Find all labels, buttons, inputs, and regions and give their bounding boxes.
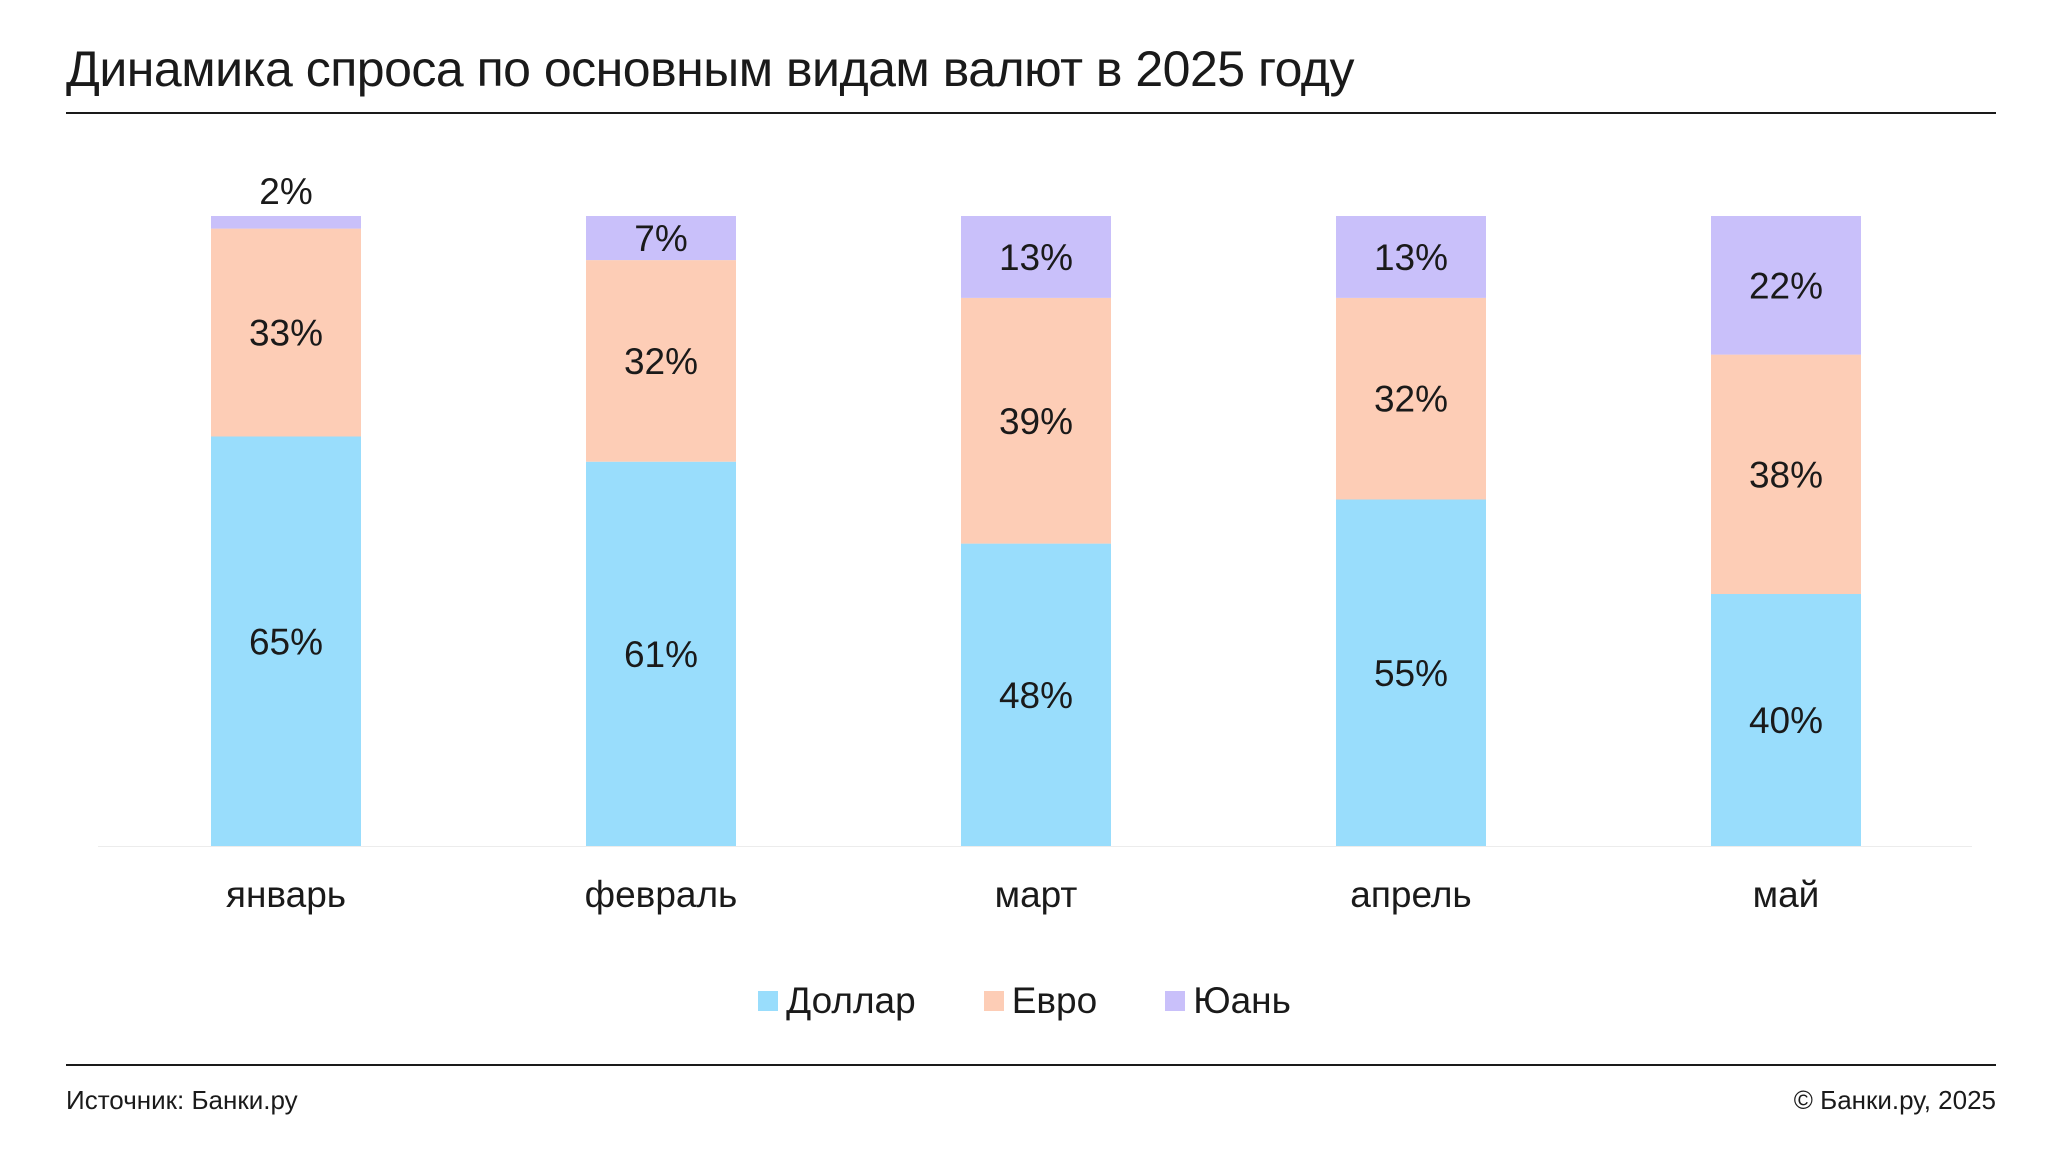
chart-legend: Доллар Евро Юань xyxy=(0,980,2049,1022)
x-tick-label-4: апрель xyxy=(1350,874,1471,915)
legend-swatch-dollar xyxy=(758,991,779,1011)
data-label-yuan-3: 13% xyxy=(999,237,1073,278)
x-tick-label-2: февраль xyxy=(585,874,738,915)
bar-dollar-4 xyxy=(1336,499,1486,846)
data-label-dollar-3: 48% xyxy=(999,675,1073,716)
copyright-note: © Банки.ру, 2025 xyxy=(1793,1085,1996,1115)
data-label-euro-1: 33% xyxy=(249,313,323,354)
data-label-dollar-4: 55% xyxy=(1374,653,1448,694)
legend-swatch-euro xyxy=(983,991,1004,1011)
legend-item-euro: Евро xyxy=(983,980,1098,1022)
bar-euro-1 xyxy=(211,228,361,437)
footer-divider xyxy=(66,1064,1996,1066)
data-label-euro-5: 38% xyxy=(1749,454,1823,495)
x-tick-label-5: май xyxy=(1753,874,1820,915)
bar-yuan-2 xyxy=(586,216,736,261)
data-label-yuan-2: 7% xyxy=(634,218,687,259)
bar-yuan-1 xyxy=(211,216,361,229)
data-label-euro-4: 32% xyxy=(1374,379,1448,420)
x-tick-label-1: январь xyxy=(226,874,346,915)
data-label-yuan-5: 22% xyxy=(1749,265,1823,306)
x-tick-label-3: март xyxy=(995,874,1078,915)
bar-yuan-4 xyxy=(1336,216,1486,298)
bar-euro-4 xyxy=(1336,297,1486,500)
bar-euro-5 xyxy=(1711,354,1861,594)
legend-item-dollar: Доллар xyxy=(758,980,916,1022)
bar-dollar-5 xyxy=(1711,594,1861,846)
bar-yuan-5 xyxy=(1711,216,1861,355)
data-label-euro-2: 32% xyxy=(624,341,698,382)
chart-title: Динамика спроса по основным видам валют … xyxy=(66,41,1354,97)
legend-label-yuan: Юань xyxy=(1193,980,1291,1021)
title-divider xyxy=(66,112,1996,114)
bar-dollar-3 xyxy=(961,543,1111,846)
bar-dollar-2 xyxy=(586,461,736,846)
bar-dollar-1 xyxy=(211,436,361,846)
bar-yuan-3 xyxy=(961,216,1111,298)
legend-label-dollar: Доллар xyxy=(786,980,916,1021)
bar-euro-2 xyxy=(586,260,736,462)
data-label-yuan-1: 2% xyxy=(259,171,312,212)
data-label-euro-3: 39% xyxy=(999,401,1073,442)
source-note: Источник: Банки.ру xyxy=(66,1085,298,1115)
data-label-dollar-2: 61% xyxy=(624,634,698,675)
legend-item-yuan: Юань xyxy=(1165,980,1291,1022)
data-label-yuan-4: 13% xyxy=(1374,237,1448,278)
bar-euro-3 xyxy=(961,297,1111,544)
legend-swatch-yuan xyxy=(1165,991,1186,1011)
legend-label-euro: Евро xyxy=(1011,980,1098,1021)
data-label-dollar-1: 65% xyxy=(249,621,323,662)
data-label-dollar-5: 40% xyxy=(1749,700,1823,741)
